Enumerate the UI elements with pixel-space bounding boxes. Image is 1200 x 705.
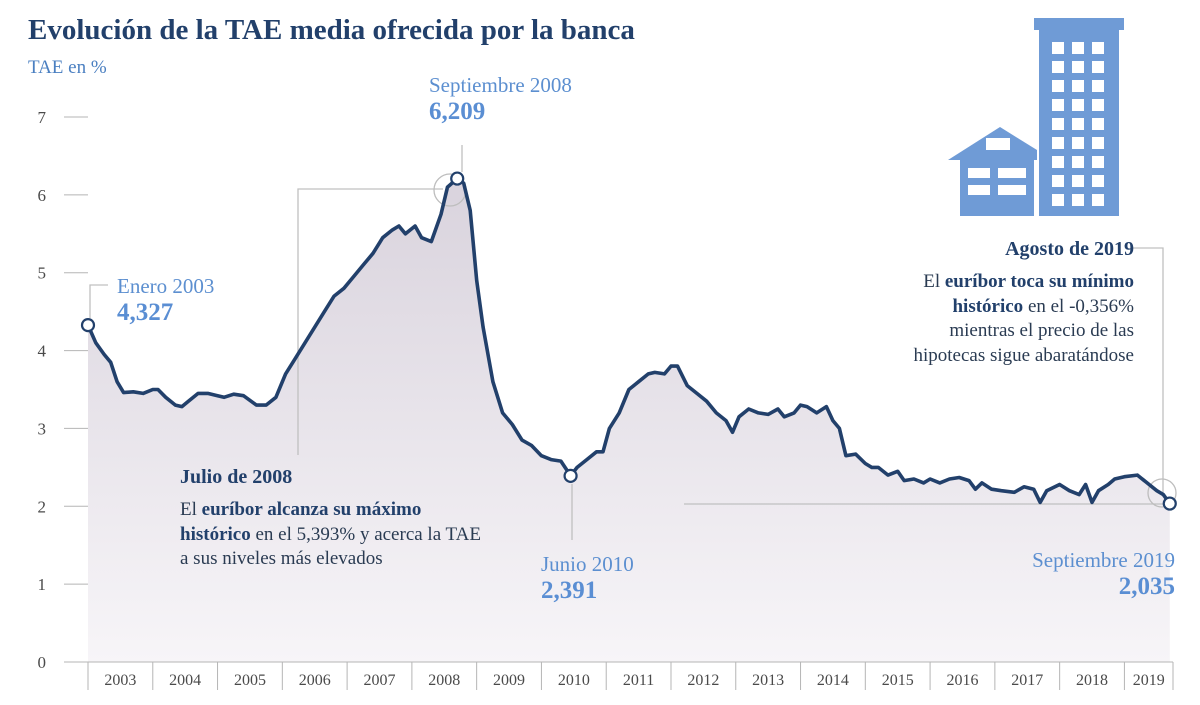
x-tick-label-2011: 2011 [623, 672, 654, 689]
y-tick-label-3: 3 [38, 419, 47, 438]
annotation-sep-2019-value: 2,035 [1118, 573, 1175, 601]
data-point-marker-3 [1162, 496, 1177, 511]
chart-title: Evolución de la TAE media ofrecida por l… [28, 14, 635, 46]
annotation-sep-2019-label: Septiembre 2019 [1032, 548, 1175, 572]
note-july-2008: Julio de 2008 El euríbor alcanza su máxi… [180, 464, 490, 572]
building-window [1052, 99, 1064, 111]
data-point-marker-0 [80, 318, 96, 333]
annotation-sep-2008: Septiembre 2008 6,209 [429, 73, 572, 127]
area-fill [88, 178, 1170, 662]
note-aug-2019-heading: Agosto de 2019 [1005, 238, 1134, 260]
house-window [986, 138, 1010, 150]
x-tick-label-2006: 2006 [299, 672, 331, 689]
y-tick-label-7: 7 [38, 108, 47, 127]
note-aug-2019-body: El euríbor toca su mínimo histórico en e… [913, 271, 1134, 367]
building-window [1072, 137, 1084, 149]
y-axis-unit-label: TAE en % [28, 57, 107, 78]
note-aug-2019: Agosto de 2019 El euríbor toca su mínimo… [884, 236, 1134, 369]
building-window [1072, 118, 1084, 130]
x-tick-label-2012: 2012 [687, 672, 719, 689]
x-tick-label-2017: 2017 [1011, 672, 1043, 689]
building-window [1052, 194, 1064, 206]
building-window [1092, 99, 1104, 111]
x-tick-label-2015: 2015 [882, 672, 914, 689]
x-tick-label-2014: 2014 [817, 672, 849, 689]
data-point-marker-2 [563, 468, 578, 483]
x-tick-label-2018: 2018 [1076, 672, 1108, 689]
building-window [1072, 61, 1084, 73]
x-tick-label-2010: 2010 [558, 672, 590, 689]
annotation-jun-2010-value: 2,391 [541, 577, 598, 605]
leader-line-aug-2019 [1133, 247, 1164, 493]
y-axis: 0 1 2 3 4 5 6 7 [38, 108, 88, 672]
building-window [1092, 137, 1104, 149]
x-tick-label-2007: 2007 [363, 672, 395, 689]
x-axis: 2003 2004 2005 2006 2007 2008 2009 2010 2011 2012… [87, 661, 1174, 690]
building-window [1092, 156, 1104, 168]
x-tick-label-2008: 2008 [428, 672, 460, 689]
x-tick-label-2005: 2005 [234, 672, 266, 689]
data-point-marker-1 [450, 171, 465, 186]
note-july-2008-body: El euríbor alcanza su máximo histórico e… [180, 499, 481, 570]
annotation-jan-2003: Enero 2003 4,327 [117, 274, 214, 328]
building-window [1052, 118, 1064, 130]
building-window [1092, 175, 1104, 187]
house-window [968, 168, 990, 178]
building-window [1072, 194, 1084, 206]
building-window [1092, 42, 1104, 54]
x-tick-label-2003: 2003 [104, 672, 136, 689]
x-tick-label-2009: 2009 [493, 672, 525, 689]
building-window [1072, 80, 1084, 92]
y-tick-label-2: 2 [38, 497, 47, 516]
building-window [1092, 118, 1104, 130]
y-tick-label-1: 1 [38, 575, 47, 594]
annotation-jan-2003-value: 4,327 [117, 299, 174, 327]
highlight-ring-end [1147, 478, 1177, 508]
annotation-jan-2003-label: Enero 2003 [117, 274, 215, 298]
x-tick-label-2016: 2016 [946, 672, 978, 689]
building-window [1092, 194, 1104, 206]
annotation-sep-2019: Septiembre 2019 2,035 [1032, 548, 1175, 602]
building-window [1052, 80, 1064, 92]
y-tick-label-5: 5 [38, 264, 47, 283]
y-tick-label-6: 6 [38, 186, 47, 205]
building-window [1072, 99, 1084, 111]
building-window [1052, 61, 1064, 73]
y-tick-label-4: 4 [38, 342, 47, 361]
x-tick-label-2013: 2013 [752, 672, 784, 689]
note-july-2008-heading: Julio de 2008 [180, 466, 293, 488]
building-window [1072, 42, 1084, 54]
annotation-jun-2010-label: Junio 2010 [541, 552, 634, 576]
building-window [1052, 156, 1064, 168]
annotation-jun-2010: Junio 2010 2,391 [541, 552, 634, 606]
building-window [1072, 175, 1084, 187]
annotation-sep-2008-value: 6,209 [429, 98, 486, 126]
series-line-tae [86, 176, 1172, 506]
x-tick-label-2019: 2019 [1133, 672, 1165, 689]
x-tick-label-2004: 2004 [169, 672, 201, 689]
buildings-icon [948, 18, 1124, 216]
leader-line-jan-2003 [89, 284, 108, 318]
house-window [998, 168, 1026, 178]
building-window [1092, 80, 1104, 92]
building-window [1052, 175, 1064, 187]
building-window [1052, 42, 1064, 54]
leader-line-july-2008 [297, 188, 443, 455]
building-window [1092, 61, 1104, 73]
annotation-sep-2008-label: Septiembre 2008 [429, 73, 572, 97]
building-window [1052, 137, 1064, 149]
building-window [1072, 156, 1084, 168]
y-tick-label-0: 0 [38, 653, 47, 672]
house-window [998, 185, 1026, 195]
house-window [968, 185, 990, 195]
